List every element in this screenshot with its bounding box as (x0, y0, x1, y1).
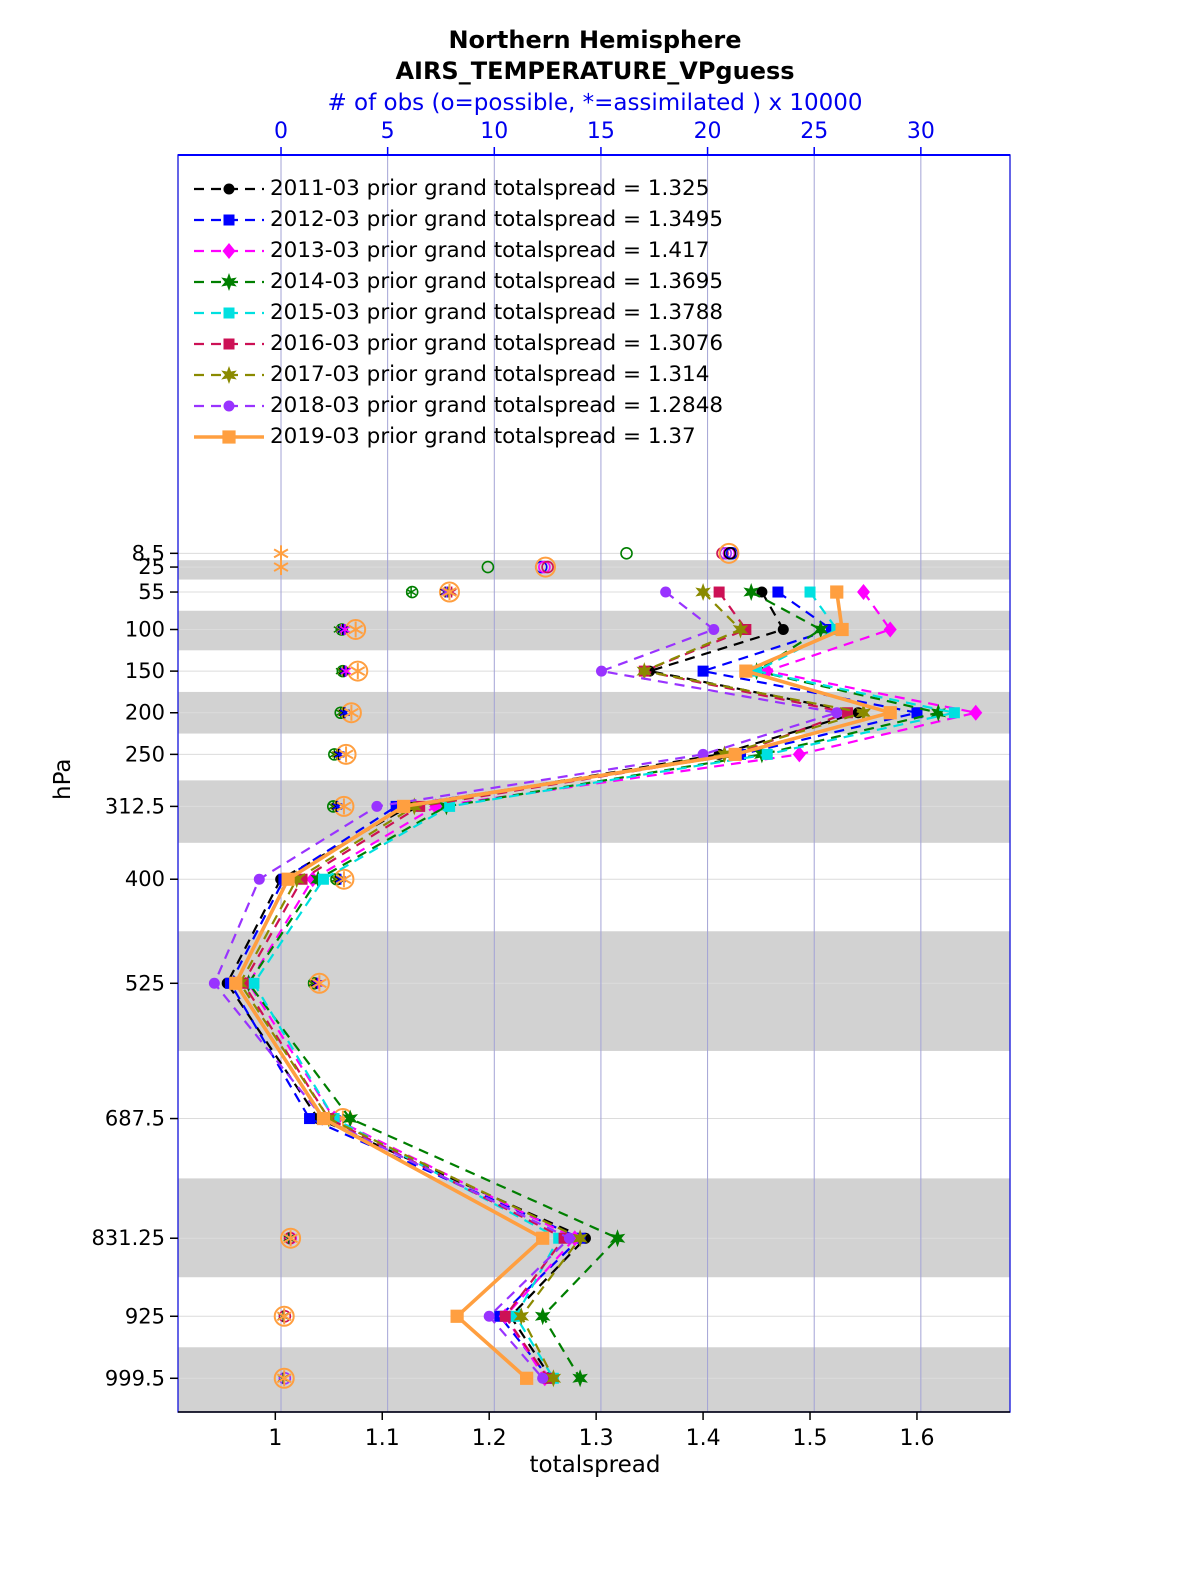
svg-text:8.5: 8.5 (132, 541, 165, 565)
svg-text:999.5: 999.5 (105, 1366, 165, 1390)
svg-text:150: 150 (125, 659, 165, 683)
legend: 2011-03 prior grand totalspread = 1.325 2… (192, 173, 723, 452)
legend-label: 2019-03 prior grand totalspread = 1.37 (270, 424, 696, 449)
svg-text:312.5: 312.5 (105, 794, 165, 818)
legend-item: 2013-03 prior grand totalspread = 1.417 (192, 235, 723, 266)
legend-label: 2016-03 prior grand totalspread = 1.3076 (270, 331, 724, 356)
svg-text:400: 400 (125, 867, 165, 891)
x-axis-label: totalspread (529, 1452, 661, 1478)
svg-text:525: 525 (125, 971, 165, 995)
legend-label: 2018-03 prior grand totalspread = 1.2848 (270, 393, 724, 418)
svg-text:1.5: 1.5 (793, 1426, 828, 1451)
svg-text:925: 925 (125, 1304, 165, 1328)
legend-key (194, 214, 264, 225)
svg-text:25: 25 (800, 119, 828, 144)
svg-text:1.4: 1.4 (686, 1426, 721, 1451)
svg-text:1.2: 1.2 (472, 1426, 507, 1451)
legend-label: 2013-03 prior grand totalspread = 1.417 (270, 238, 710, 263)
svg-text:1.3: 1.3 (579, 1426, 614, 1451)
legend-label: 2015-03 prior grand totalspread = 1.3788 (270, 300, 724, 325)
svg-text:0: 0 (274, 119, 288, 144)
legend-key (194, 183, 264, 194)
svg-text:30: 30 (907, 119, 935, 144)
y-axis-label: hPa (50, 758, 76, 800)
svg-text:25: 25 (138, 555, 165, 579)
legend-key (194, 400, 264, 411)
chart-title: Northern Hemisphere (448, 26, 742, 54)
svg-text:100: 100 (125, 617, 165, 641)
legend-item: 2011-03 prior grand totalspread = 1.325 (192, 173, 723, 204)
svg-text:687.5: 687.5 (105, 1107, 165, 1131)
legend-item: 2019-03 prior grand totalspread = 1.37 (192, 421, 723, 452)
legend-item: 2015-03 prior grand totalspread = 1.3788 (192, 297, 723, 328)
legend-item: 2018-03 prior grand totalspread = 1.2848 (192, 390, 723, 421)
legend-key (194, 365, 264, 384)
legend-key (194, 242, 264, 259)
legend-key (194, 272, 264, 291)
svg-text:1: 1 (268, 1426, 282, 1451)
svg-text:10: 10 (480, 119, 508, 144)
chart-subtitle: AIRS_TEMPERATURE_VPguess (395, 57, 795, 85)
svg-text:200: 200 (125, 701, 165, 725)
legend-key (194, 307, 264, 318)
legend-label: 2014-03 prior grand totalspread = 1.3695 (270, 269, 724, 294)
legend-item: 2012-03 prior grand totalspread = 1.3495 (192, 204, 723, 235)
legend-label: 2017-03 prior grand totalspread = 1.314 (270, 362, 710, 387)
legend-item: 2017-03 prior grand totalspread = 1.314 (192, 359, 723, 390)
obs-axis-label: # of obs (o=possible, *=assimilated ) x … (327, 90, 863, 116)
legend-item: 2016-03 prior grand totalspread = 1.3076 (192, 328, 723, 359)
legend-label: 2011-03 prior grand totalspread = 1.325 (270, 176, 710, 201)
legend-key (194, 429, 264, 444)
svg-text:250: 250 (125, 742, 165, 766)
svg-text:15: 15 (587, 119, 615, 144)
svg-text:831.25: 831.25 (92, 1226, 165, 1250)
legend-key (194, 338, 264, 349)
svg-text:55: 55 (138, 580, 165, 604)
svg-text:5: 5 (381, 119, 395, 144)
legend-item: 2014-03 prior grand totalspread = 1.3695 (192, 266, 723, 297)
svg-text:1.1: 1.1 (365, 1426, 400, 1451)
svg-text:1.6: 1.6 (899, 1426, 934, 1451)
svg-text:20: 20 (694, 119, 722, 144)
legend-label: 2012-03 prior grand totalspread = 1.3495 (270, 207, 724, 232)
